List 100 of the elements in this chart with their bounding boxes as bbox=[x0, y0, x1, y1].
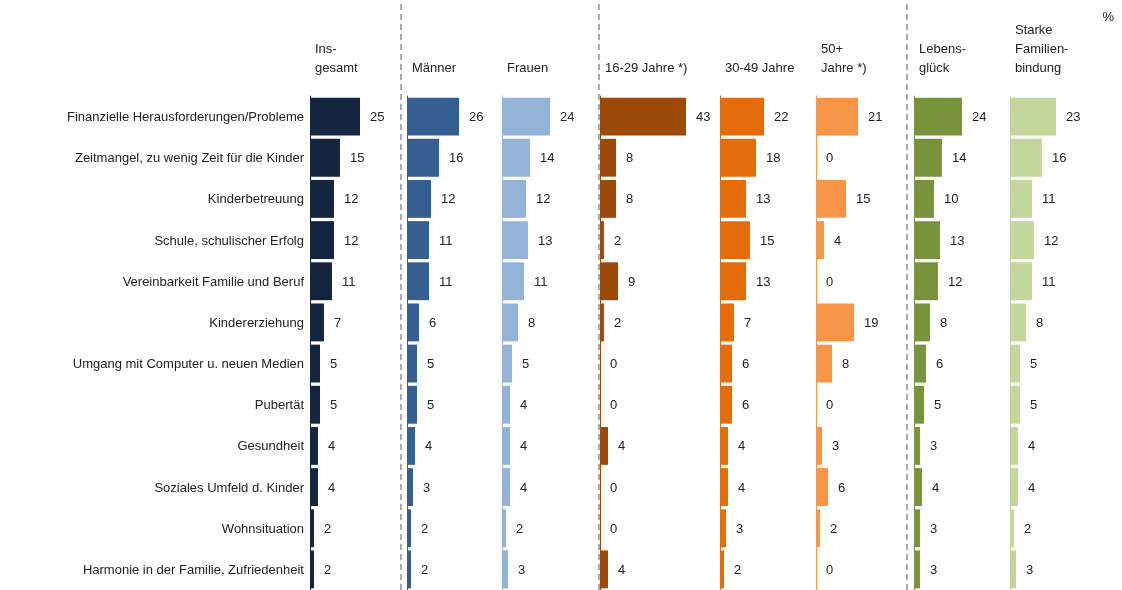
data-label: 4 bbox=[520, 438, 528, 454]
data-label: 4 bbox=[738, 479, 746, 495]
data-label: 6 bbox=[742, 397, 750, 413]
data-label: 2 bbox=[614, 314, 622, 330]
data-label: 13 bbox=[538, 232, 553, 248]
chart-title: 50+ Jahre *) bbox=[821, 41, 867, 75]
data-label: 4 bbox=[932, 479, 940, 495]
data-label: 0 bbox=[610, 356, 618, 372]
data-label: 12 bbox=[344, 191, 359, 207]
data-label: 3 bbox=[518, 561, 526, 577]
data-label: 6 bbox=[429, 314, 437, 330]
data-label: 15 bbox=[760, 232, 775, 248]
data-label: 22 bbox=[774, 109, 789, 125]
data-label: 0 bbox=[610, 397, 618, 413]
data-label: 11 bbox=[439, 273, 453, 289]
data-label: 10 bbox=[944, 191, 959, 207]
data-label: 25 bbox=[370, 109, 385, 125]
data-label: 4 bbox=[1028, 479, 1036, 495]
data-label: 4 bbox=[1028, 438, 1036, 454]
data-label: 15 bbox=[350, 150, 365, 166]
data-label: 4 bbox=[520, 397, 528, 413]
data-label: 8 bbox=[626, 191, 634, 207]
data-label: 12 bbox=[344, 232, 359, 248]
y-tick-label: Finanzielle Herausforderungen/Probleme bbox=[66, 109, 304, 125]
data-label: 8 bbox=[626, 150, 634, 166]
data-label: 23 bbox=[1066, 109, 1081, 125]
data-label: 12 bbox=[536, 191, 551, 207]
data-label: 43 bbox=[696, 109, 711, 125]
data-label: 4 bbox=[425, 438, 433, 454]
data-label: 11 bbox=[1042, 191, 1056, 207]
data-label: 4 bbox=[618, 438, 626, 454]
y-tick-label: Soziales Umfeld d. Kinder bbox=[154, 479, 305, 495]
data-label: 15 bbox=[856, 191, 871, 207]
data-label: 11 bbox=[534, 273, 548, 289]
data-label: 2 bbox=[516, 520, 524, 536]
data-label: 3 bbox=[423, 479, 431, 495]
data-label: 4 bbox=[328, 438, 336, 454]
chart-title: Frauen bbox=[507, 60, 549, 75]
data-label: 4 bbox=[738, 438, 746, 454]
data-label: 11 bbox=[439, 232, 453, 248]
data-label: 0 bbox=[610, 520, 618, 536]
data-label: 5 bbox=[427, 356, 435, 372]
data-label: 16 bbox=[449, 150, 464, 166]
data-label: 13 bbox=[950, 232, 965, 248]
data-label: 4 bbox=[834, 232, 842, 248]
data-label: 3 bbox=[832, 438, 840, 454]
chart-title: 16-29 Jahre *) bbox=[605, 60, 688, 75]
data-label: 0 bbox=[826, 150, 834, 166]
data-label: 2 bbox=[734, 561, 742, 577]
y-tick-label: Harmonie in der Familie, Zufriedenheit bbox=[82, 561, 305, 577]
data-label: 24 bbox=[560, 109, 575, 125]
y-tick-label: Kinderbetreuung bbox=[207, 191, 304, 207]
data-label: 21 bbox=[868, 109, 883, 125]
data-label: 7 bbox=[744, 314, 752, 330]
data-label: 13 bbox=[756, 191, 771, 207]
chart-title: Starke Familien- bindung bbox=[1015, 22, 1069, 75]
data-label: 3 bbox=[930, 438, 938, 454]
data-label: 13 bbox=[756, 273, 771, 289]
data-label: 5 bbox=[1030, 356, 1038, 372]
data-label: 12 bbox=[948, 273, 963, 289]
text: % bbox=[1102, 9, 1115, 24]
data-label: 5 bbox=[330, 356, 338, 372]
data-label: 18 bbox=[766, 150, 781, 166]
data-label: 0 bbox=[610, 479, 618, 495]
data-label: 4 bbox=[520, 479, 528, 495]
data-label: 5 bbox=[330, 397, 338, 413]
data-label: 2 bbox=[830, 520, 838, 536]
data-label: 2 bbox=[421, 520, 429, 536]
y-tick-label: Umgang mit Computer u. neuen Medien bbox=[72, 356, 304, 372]
data-label: 6 bbox=[936, 356, 944, 372]
data-label: 8 bbox=[528, 314, 536, 330]
data-label: 16 bbox=[1052, 150, 1067, 166]
data-label: 3 bbox=[930, 520, 938, 536]
data-label: 26 bbox=[469, 109, 484, 125]
data-label: 2 bbox=[1024, 520, 1032, 536]
data-label: 3 bbox=[736, 520, 744, 536]
data-label: 11 bbox=[342, 273, 356, 289]
y-tick-label: Vereinbarkeit Familie und Beruf bbox=[122, 273, 305, 289]
data-label: 14 bbox=[952, 150, 967, 166]
y-tick-label: Wohnsituation bbox=[221, 520, 304, 536]
data-label: 2 bbox=[324, 561, 332, 577]
data-label: 2 bbox=[614, 232, 622, 248]
data-label: 7 bbox=[334, 314, 342, 330]
data-label: 4 bbox=[618, 561, 626, 577]
data-label: 0 bbox=[826, 273, 834, 289]
data-label: 5 bbox=[427, 397, 435, 413]
data-label: 0 bbox=[826, 397, 834, 413]
data-label: 8 bbox=[940, 314, 948, 330]
data-label: 0 bbox=[826, 561, 834, 577]
chart-title: Ins- gesamt bbox=[315, 41, 359, 75]
data-label: 8 bbox=[1036, 314, 1044, 330]
data-label: 2 bbox=[421, 561, 429, 577]
data-label: 19 bbox=[864, 314, 879, 330]
data-label: 2 bbox=[324, 520, 332, 536]
data-label: 12 bbox=[441, 191, 456, 207]
data-label: 3 bbox=[1026, 561, 1034, 577]
chart-title: Männer bbox=[412, 60, 457, 75]
data-label: 12 bbox=[1044, 232, 1059, 248]
y-tick-label: Schule, schulischer Erfolg bbox=[154, 232, 304, 248]
y-tick-label: Kindererziehung bbox=[209, 314, 304, 330]
